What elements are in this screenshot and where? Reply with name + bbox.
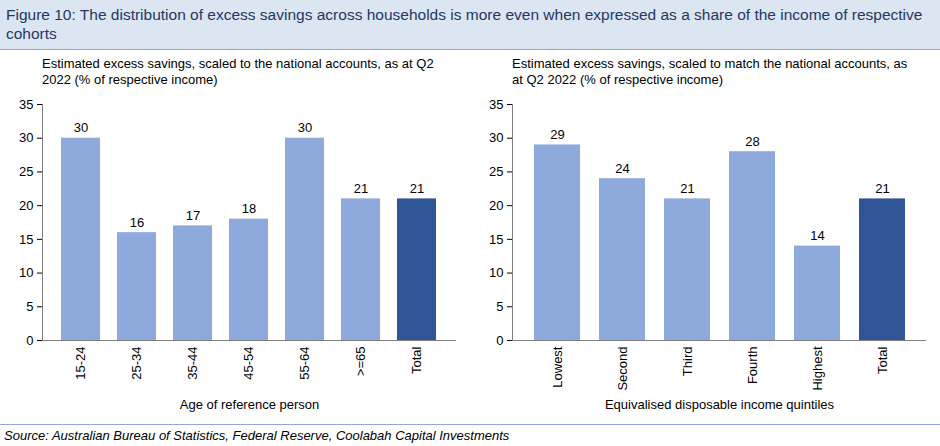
svg-text:29: 29 [550,127,564,142]
svg-text:0: 0 [496,333,503,348]
svg-text:15: 15 [19,232,33,247]
svg-text:5: 5 [496,299,503,314]
svg-text:Fourth: Fourth [745,347,760,385]
svg-text:30: 30 [19,130,33,145]
svg-text:28: 28 [745,134,759,149]
html-text:Estimated excess savings, scal: Estimated excess savings, scaled to the … [42,56,434,87]
svg-text:18: 18 [242,201,256,216]
html-text:Estimated excess savings, scal: Estimated excess savings, scaled to matc… [512,56,908,87]
svg-text:30: 30 [74,120,88,135]
svg-text:30: 30 [489,130,503,145]
svg-text:21: 21 [354,181,368,196]
svg-text:15: 15 [489,232,503,247]
svg-text:Equivalised disposable income: Equivalised disposable income quintiles [605,397,835,412]
svg-text:Third: Third [680,347,695,377]
svg-text:25: 25 [489,164,503,179]
svg-text:55-64: 55-64 [297,347,312,380]
svg-text:14: 14 [810,228,824,243]
svg-text:35-44: 35-44 [185,347,200,380]
svg-text:21: 21 [410,181,424,196]
svg-text:25: 25 [19,164,33,179]
svg-text:>=65: >=65 [353,347,368,377]
svg-text:Age of reference person: Age of reference person [180,397,319,412]
svg-text:10: 10 [489,265,503,280]
html-text:Figure 10: The distribution of: Figure 10: The distribution of excess sa… [6,6,923,42]
svg-text:21: 21 [680,181,694,196]
svg-text:Highest: Highest [810,346,825,390]
svg-text:17: 17 [186,208,200,223]
svg-text:16: 16 [130,215,144,230]
svg-text:15-24: 15-24 [73,347,88,380]
svg-text:Lowest: Lowest [550,346,565,388]
svg-text:30: 30 [298,120,312,135]
svg-text:10: 10 [19,265,33,280]
svg-text:Total: Total [875,346,890,374]
svg-text:45-54: 45-54 [241,347,256,380]
svg-text:20: 20 [19,198,33,213]
svg-text:Total: Total [409,346,424,374]
html-text:Source: Australian Bureau of S: Source: Australian Bureau of Statistics,… [4,428,510,443]
svg-text:25-34: 25-34 [129,347,144,380]
svg-text:35: 35 [19,97,33,112]
svg-text:0: 0 [26,333,33,348]
svg-text:21: 21 [875,181,889,196]
svg-text:35: 35 [489,97,503,112]
svg-text:20: 20 [489,198,503,213]
svg-text:Second: Second [615,347,630,391]
svg-text:24: 24 [615,161,629,176]
svg-text:5: 5 [26,299,33,314]
